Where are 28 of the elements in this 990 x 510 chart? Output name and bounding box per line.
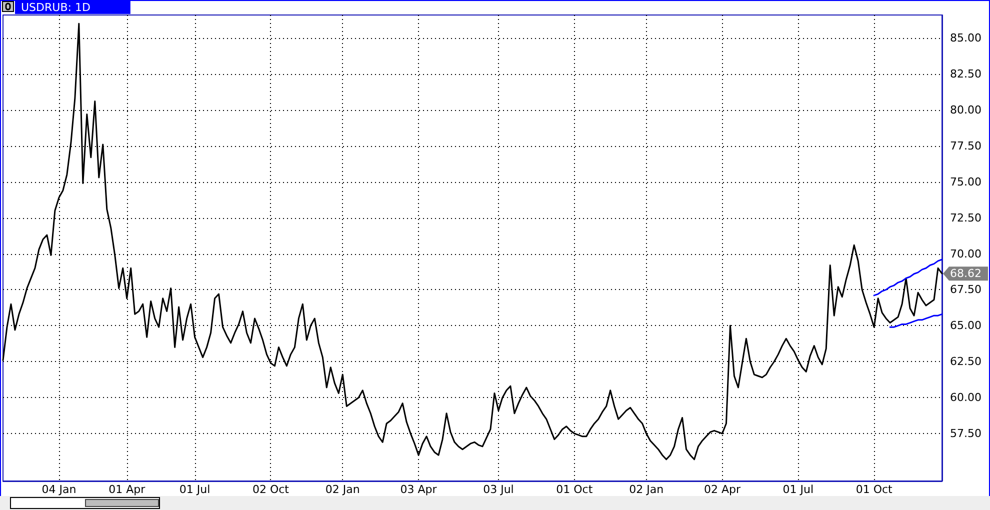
y-tick-label: 80.00 <box>950 103 982 116</box>
x-tick-label: 01 Apr <box>108 483 146 496</box>
line-series <box>889 313 943 328</box>
y-tick-label: 85.00 <box>950 32 982 45</box>
x-tick-label: 02 Jan <box>325 483 360 496</box>
line-series <box>873 258 943 296</box>
y-tick-label: 70.00 <box>950 247 982 260</box>
x-tick-label: 01 Oct <box>856 483 894 496</box>
x-tick-label: 03 Jul <box>483 483 514 496</box>
x-tick-label: 04 Jan <box>42 483 76 496</box>
y-tick-label: 82.50 <box>950 67 982 80</box>
x-tick-label: 02 Jan <box>629 483 664 496</box>
x-tick-label: 03 Apr <box>400 483 438 496</box>
x-tick-label: 01 Jul <box>179 483 210 496</box>
y-tick-label: 60.00 <box>950 391 982 404</box>
y-tick-label: 75.00 <box>950 175 982 188</box>
x-tick-label: 01 Jul <box>782 483 814 496</box>
y-tick-label: 57.50 <box>950 427 982 440</box>
x-tick-label: 02 Oct <box>252 483 290 496</box>
chart-title: USDRUB: 1D <box>21 1 90 14</box>
y-tick-label: 77.50 <box>950 139 982 152</box>
x-tick-label: 02 Apr <box>704 483 741 496</box>
y-tick-label: 65.00 <box>950 319 982 332</box>
text: 68.62 <box>950 267 982 280</box>
y-tick-label: 62.50 <box>950 355 982 368</box>
x-tick-label: 01 Oct <box>556 483 594 496</box>
y-tick-label: 72.50 <box>950 211 982 224</box>
y-tick-label: 67.50 <box>950 283 982 296</box>
